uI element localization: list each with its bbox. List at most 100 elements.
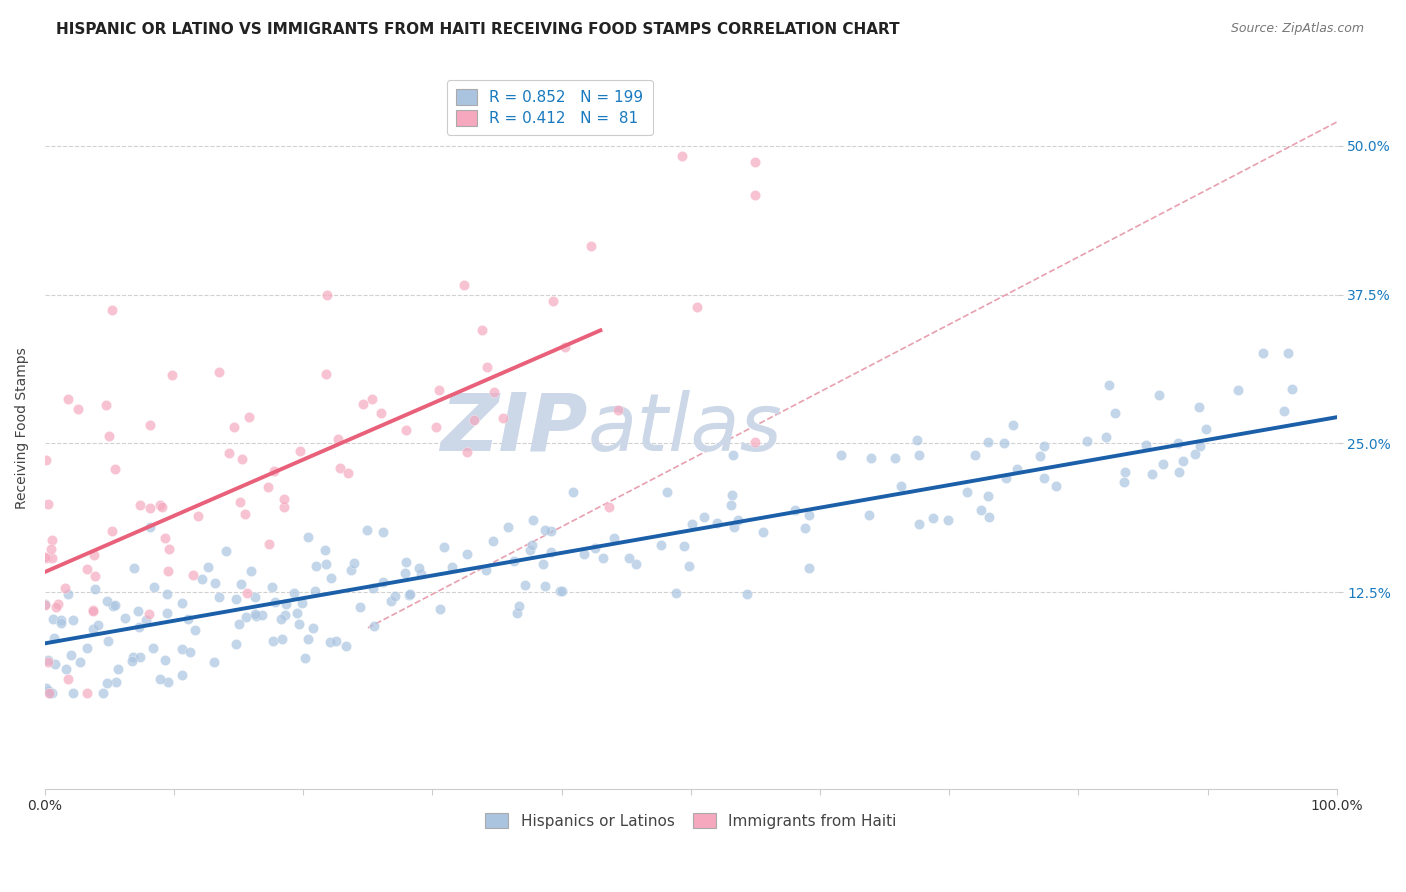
Point bbox=[1045, 479, 1067, 493]
Point bbox=[1188, 439, 1211, 453]
Point bbox=[721, 448, 744, 462]
Point bbox=[48, 597, 70, 611]
Point bbox=[672, 539, 695, 553]
Point bbox=[143, 580, 166, 594]
Point bbox=[96, 594, 118, 608]
Point bbox=[534, 578, 557, 592]
Point bbox=[1112, 475, 1135, 489]
Point bbox=[66, 402, 89, 417]
Point bbox=[208, 590, 231, 604]
Point bbox=[384, 590, 406, 604]
Point bbox=[103, 598, 125, 612]
Point bbox=[257, 537, 280, 551]
Point bbox=[84, 569, 107, 583]
Point bbox=[41, 551, 63, 566]
Point bbox=[139, 501, 162, 516]
Point bbox=[207, 365, 229, 379]
Text: HISPANIC OR LATINO VS IMMIGRANTS FROM HAITI RECEIVING FOOD STAMPS CORRELATION CH: HISPANIC OR LATINO VS IMMIGRANTS FROM HA… bbox=[56, 22, 900, 37]
Point bbox=[256, 480, 278, 494]
Point bbox=[339, 563, 361, 577]
Point bbox=[551, 583, 574, 598]
Point bbox=[38, 684, 60, 698]
Point bbox=[263, 464, 285, 478]
Point bbox=[49, 615, 72, 630]
Point bbox=[218, 446, 240, 460]
Point bbox=[993, 435, 1015, 450]
Point bbox=[427, 383, 450, 397]
Point bbox=[294, 651, 316, 665]
Point bbox=[222, 420, 245, 434]
Point bbox=[325, 634, 347, 648]
Point bbox=[1277, 346, 1299, 360]
Point bbox=[751, 524, 773, 539]
Point bbox=[114, 610, 136, 624]
Point bbox=[429, 602, 451, 616]
Point bbox=[1167, 436, 1189, 450]
Point bbox=[162, 368, 184, 382]
Point bbox=[260, 580, 283, 594]
Point bbox=[361, 392, 384, 406]
Point bbox=[1005, 462, 1028, 476]
Point bbox=[884, 450, 907, 465]
Point bbox=[425, 419, 447, 434]
Point bbox=[890, 479, 912, 493]
Point bbox=[349, 599, 371, 614]
Point bbox=[157, 675, 180, 690]
Point bbox=[76, 562, 98, 576]
Point bbox=[1272, 404, 1295, 418]
Point bbox=[380, 593, 402, 607]
Point bbox=[617, 550, 640, 565]
Point bbox=[39, 686, 62, 700]
Point bbox=[250, 608, 273, 623]
Point bbox=[153, 531, 176, 545]
Point bbox=[42, 631, 65, 645]
Point bbox=[361, 581, 384, 595]
Point bbox=[482, 384, 505, 399]
Point bbox=[157, 541, 180, 556]
Point bbox=[1251, 346, 1274, 360]
Y-axis label: Receiving Food Stamps: Receiving Food Stamps bbox=[15, 348, 30, 509]
Point bbox=[343, 557, 366, 571]
Point bbox=[1033, 471, 1056, 485]
Point bbox=[979, 509, 1001, 524]
Point bbox=[1171, 454, 1194, 468]
Point bbox=[82, 604, 104, 618]
Point bbox=[225, 637, 247, 651]
Point bbox=[1195, 422, 1218, 436]
Point bbox=[508, 599, 530, 614]
Point bbox=[83, 548, 105, 562]
Point bbox=[976, 435, 998, 450]
Point bbox=[228, 495, 250, 509]
Point bbox=[149, 498, 172, 512]
Point bbox=[995, 471, 1018, 485]
Point bbox=[352, 397, 374, 411]
Point bbox=[531, 557, 554, 571]
Point bbox=[908, 449, 931, 463]
Point bbox=[1114, 465, 1136, 479]
Point bbox=[56, 392, 79, 407]
Point bbox=[107, 662, 129, 676]
Point bbox=[540, 544, 562, 558]
Point bbox=[142, 641, 165, 656]
Point bbox=[1135, 438, 1157, 452]
Point bbox=[149, 672, 172, 686]
Point bbox=[453, 277, 475, 292]
Point bbox=[1095, 430, 1118, 444]
Point bbox=[34, 549, 56, 564]
Point bbox=[94, 398, 117, 412]
Point bbox=[963, 448, 986, 462]
Point bbox=[440, 559, 463, 574]
Point bbox=[101, 599, 124, 613]
Point bbox=[398, 588, 420, 602]
Point bbox=[329, 460, 352, 475]
Point bbox=[727, 513, 749, 527]
Point bbox=[936, 513, 959, 527]
Point bbox=[394, 566, 416, 581]
Point bbox=[157, 564, 180, 578]
Point bbox=[56, 587, 79, 601]
Point bbox=[315, 368, 337, 382]
Point bbox=[316, 288, 339, 302]
Point bbox=[1147, 388, 1170, 402]
Point bbox=[655, 484, 678, 499]
Point bbox=[271, 632, 294, 647]
